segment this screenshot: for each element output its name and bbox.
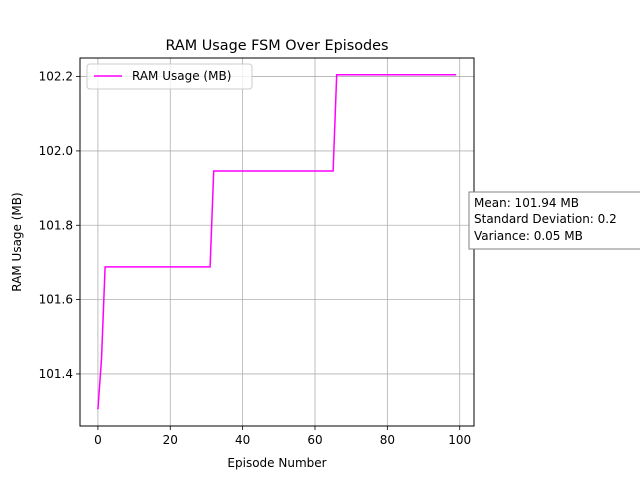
x-tick-label: 60 xyxy=(307,433,322,447)
y-tick-label: 102.0 xyxy=(39,144,73,158)
y-tick-label: 101.6 xyxy=(39,293,73,307)
x-tick-label: 20 xyxy=(163,433,178,447)
y-axis-label: RAM Usage (MB) xyxy=(10,192,24,291)
legend-box xyxy=(86,63,253,90)
series-line-ram-usage xyxy=(97,73,457,410)
x-tick-label: 80 xyxy=(380,433,395,447)
chart-title: RAM Usage FSM Over Episodes xyxy=(165,38,388,54)
x-axis-ticks: 0 20 40 60 80 100 xyxy=(94,426,471,447)
stats-annotation: Mean: 101.94 MB Standard Deviation: 0.2 … xyxy=(468,191,640,250)
legend: RAM Usage (MB) xyxy=(86,63,253,90)
stats-box xyxy=(468,191,640,250)
grid-lines xyxy=(80,58,474,426)
axes-frame xyxy=(79,57,475,427)
y-tick-label: 101.4 xyxy=(39,367,73,381)
stats-mean: Mean: 101.94 MB xyxy=(474,196,579,210)
x-tick-label: 100 xyxy=(448,433,471,447)
stats-std: Standard Deviation: 0.2 xyxy=(474,212,617,226)
y-tick-label: 101.8 xyxy=(39,218,73,232)
legend-label: RAM Usage (MB) xyxy=(132,69,231,83)
x-tick-label: 0 xyxy=(94,433,102,447)
y-tick-label: 102.2 xyxy=(39,70,73,84)
y-axis-ticks: 101.4 101.6 101.8 102.0 102.2 xyxy=(39,70,80,381)
x-axis-label: Episode Number xyxy=(227,456,326,470)
stats-variance: Variance: 0.05 MB xyxy=(474,229,583,243)
x-tick-label: 40 xyxy=(235,433,250,447)
